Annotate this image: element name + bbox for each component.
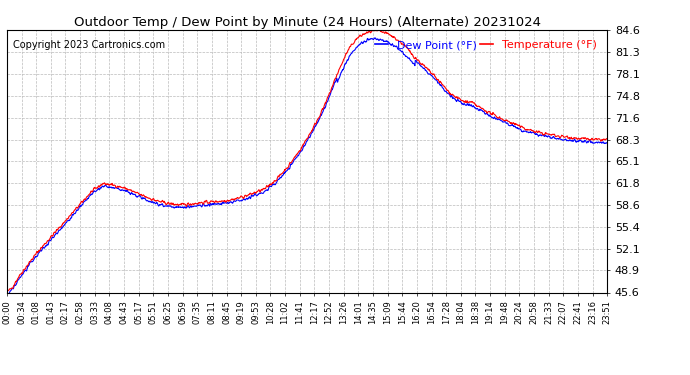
Dew Point (°F) bbox=[3, 292, 11, 296]
Temperature (°F) bbox=[3, 290, 11, 294]
Dew Point (°F) bbox=[401, 53, 409, 58]
Dew Point (°F) bbox=[137, 194, 145, 199]
Dew Point (°F) bbox=[3, 292, 12, 297]
Temperature (°F) bbox=[479, 106, 487, 111]
Temperature (°F) bbox=[204, 201, 212, 206]
Temperature (°F) bbox=[136, 192, 144, 197]
Line: Dew Point (°F): Dew Point (°F) bbox=[7, 38, 607, 294]
Dew Point (°F) bbox=[603, 140, 611, 145]
Text: Copyright 2023 Cartronics.com: Copyright 2023 Cartronics.com bbox=[13, 40, 165, 51]
Dew Point (°F) bbox=[533, 132, 541, 136]
Temperature (°F) bbox=[532, 129, 540, 134]
Temperature (°F) bbox=[369, 27, 377, 32]
Dew Point (°F) bbox=[204, 202, 212, 207]
Title: Outdoor Temp / Dew Point by Minute (24 Hours) (Alternate) 20231024: Outdoor Temp / Dew Point by Minute (24 H… bbox=[74, 16, 540, 29]
Temperature (°F) bbox=[401, 43, 409, 47]
Dew Point (°F) bbox=[122, 189, 130, 193]
Dew Point (°F) bbox=[371, 36, 379, 40]
Temperature (°F) bbox=[603, 136, 611, 141]
Line: Temperature (°F): Temperature (°F) bbox=[7, 29, 607, 292]
Dew Point (°F) bbox=[480, 109, 488, 114]
Legend: Dew Point (°F), Temperature (°F): Dew Point (°F), Temperature (°F) bbox=[371, 36, 602, 54]
Temperature (°F) bbox=[121, 186, 130, 191]
